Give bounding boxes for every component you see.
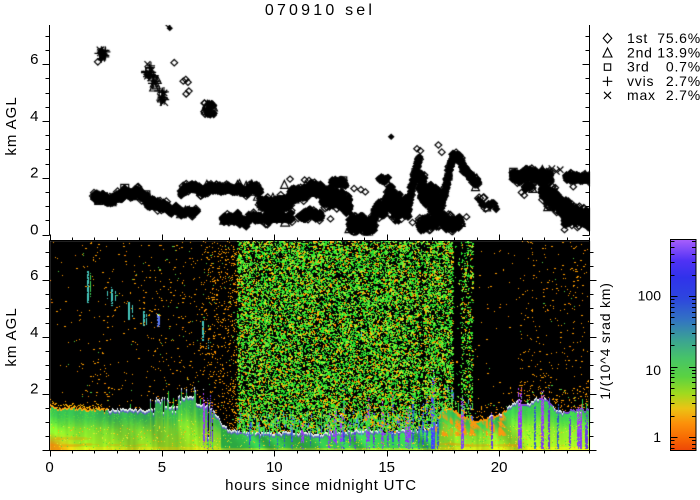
svg-text:2nd: 2nd [627,44,653,60]
svg-text:1/(10^4 srad km): 1/(10^4 srad km) [597,282,613,399]
svg-text:1st: 1st [627,30,648,46]
svg-text:2.7%: 2.7% [666,87,700,103]
svg-text:0.7%: 0.7% [666,59,700,75]
svg-text:20: 20 [491,459,508,476]
svg-text:6: 6 [30,267,38,284]
svg-text:2: 2 [30,381,38,398]
svg-text:5: 5 [158,459,166,476]
svg-text:6: 6 [30,51,38,68]
svg-text:15: 15 [378,459,395,476]
svg-text:070910 sel: 070910 sel [265,2,375,19]
svg-text:2.7%: 2.7% [666,73,700,89]
svg-text:vvis: vvis [627,73,654,89]
svg-text:2: 2 [30,165,38,182]
svg-text:10: 10 [266,459,283,476]
svg-text:km AGL: km AGL [3,307,20,366]
svg-text:4: 4 [30,108,38,125]
svg-text:km AGL: km AGL [3,96,20,155]
svg-text:0: 0 [45,459,53,476]
svg-text:10: 10 [645,362,661,378]
svg-text:3rd: 3rd [627,59,650,75]
svg-text:0: 0 [30,222,38,239]
svg-text:1: 1 [653,429,661,445]
svg-text:75.6%: 75.6% [657,30,700,46]
svg-text:4: 4 [30,324,38,341]
svg-text:max: max [627,87,656,103]
svg-text:13.9%: 13.9% [657,44,700,60]
svg-text:hours since midnight UTC: hours since midnight UTC [225,477,417,494]
svg-text:100: 100 [638,288,662,304]
